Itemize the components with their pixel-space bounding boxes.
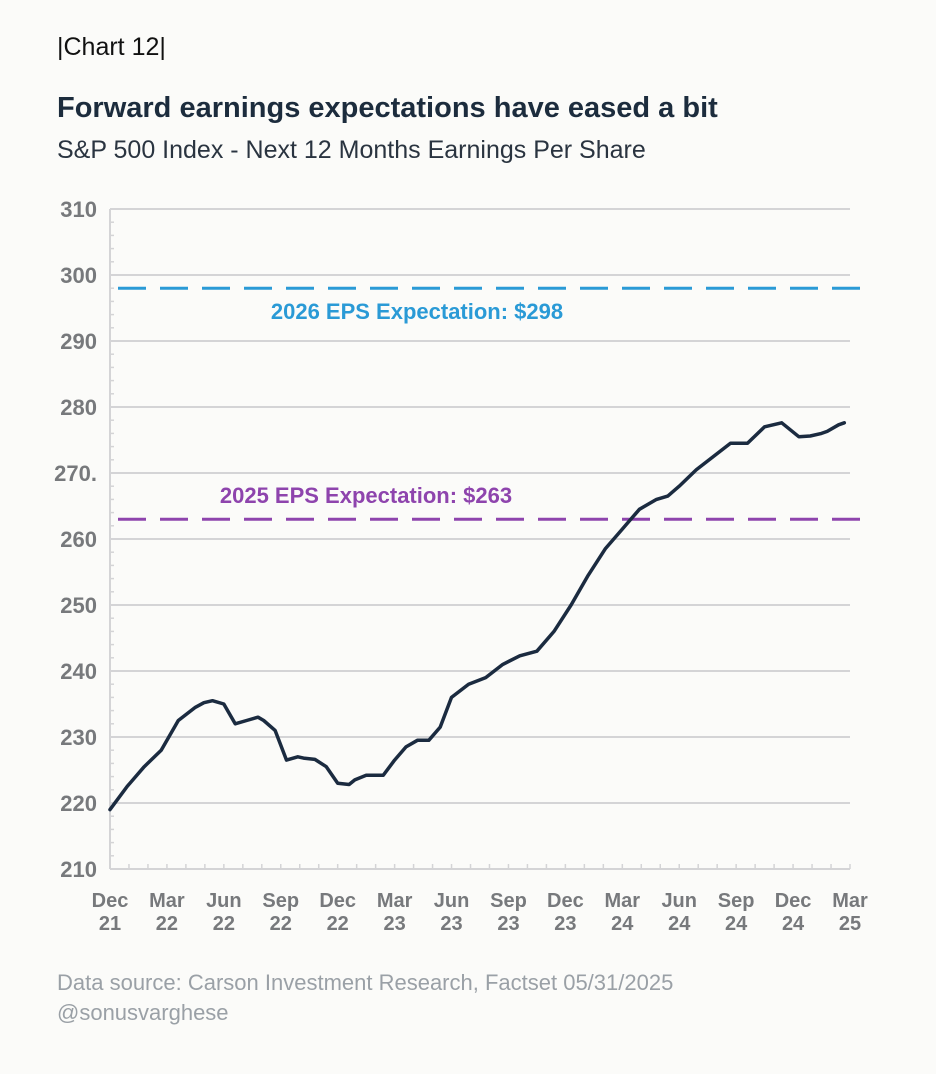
- gridlines: [110, 208, 850, 804]
- x-tick-label-year: 23: [554, 913, 576, 935]
- y-tick-label: 260: [60, 527, 97, 552]
- x-tick-label-month: Mar: [605, 890, 641, 912]
- x-tick-label-month: Jun: [206, 890, 242, 912]
- reference-line-label: 2025 EPS Expectation: $263: [220, 483, 512, 508]
- x-tick-label-year: 23: [440, 913, 462, 935]
- x-tick-label-year: 22: [156, 913, 178, 935]
- y-tick-label: 210: [60, 857, 97, 882]
- x-tick-label-month: Dec: [775, 890, 812, 912]
- reference-line-label: 2026 EPS Expectation: $298: [271, 299, 563, 324]
- x-tick-label-year: 23: [383, 913, 405, 935]
- x-tick-label-year: 22: [327, 913, 349, 935]
- x-tick-label-month: Dec: [319, 890, 356, 912]
- chart-title: Forward earnings expectations have eased…: [57, 92, 718, 124]
- y-tick-label: 310: [60, 197, 97, 222]
- x-tick-label-month: Mar: [377, 890, 413, 912]
- x-tick-label-month: Sep: [262, 890, 299, 912]
- x-tick-label-year: 24: [725, 913, 748, 935]
- author-handle: @sonusvarghese: [57, 1000, 229, 1025]
- series-layer: [108, 421, 847, 812]
- x-tick-label-month: Sep: [718, 890, 755, 912]
- footer: Data source: Carson Investment Research,…: [57, 968, 673, 1028]
- x-tick-label-month: Jun: [661, 890, 697, 912]
- x-tick-label-month: Dec: [92, 890, 129, 912]
- y-tick-label: 300: [60, 263, 97, 288]
- y-tick-label: 230: [60, 725, 97, 750]
- y-tick-label: 280: [60, 395, 97, 420]
- y-tick-label: 250: [60, 593, 97, 618]
- axes: [109, 208, 851, 870]
- y-tick-label: 220: [60, 791, 97, 816]
- x-tick-label-year: 24: [782, 913, 805, 935]
- chart-subtitle: S&P 500 Index - Next 12 Months Earnings …: [57, 136, 646, 164]
- x-tick-label-year: 24: [668, 913, 691, 935]
- x-tick-label-month: Mar: [149, 890, 185, 912]
- y-tick-label: 270.: [54, 461, 97, 486]
- x-tick-label-year: 22: [270, 913, 292, 935]
- x-tick-label-month: Mar: [832, 890, 868, 912]
- x-tick-label-year: 22: [213, 913, 235, 935]
- x-tick-label-year: 24: [611, 913, 634, 935]
- reference-lines: 2026 EPS Expectation: $298 2025 EPS Expec…: [118, 286, 862, 521]
- data-source-note: Data source: Carson Investment Research,…: [57, 970, 674, 995]
- x-tick-label-year: 21: [99, 913, 121, 935]
- chart-number-label: |Chart 12|: [57, 33, 166, 61]
- eps-series-line: [108, 421, 847, 812]
- x-tick-label-month: Jun: [434, 890, 470, 912]
- y-tick-label: 290: [60, 329, 97, 354]
- x-tick-label-year: 23: [497, 913, 519, 935]
- tick-labels: 310300290280270.260250240230220210Dec21M…: [54, 197, 868, 935]
- x-tick-label-month: Sep: [490, 890, 527, 912]
- x-tick-label-year: 25: [839, 913, 861, 935]
- y-tick-label: 240: [60, 659, 97, 684]
- x-tick-label-month: Dec: [547, 890, 584, 912]
